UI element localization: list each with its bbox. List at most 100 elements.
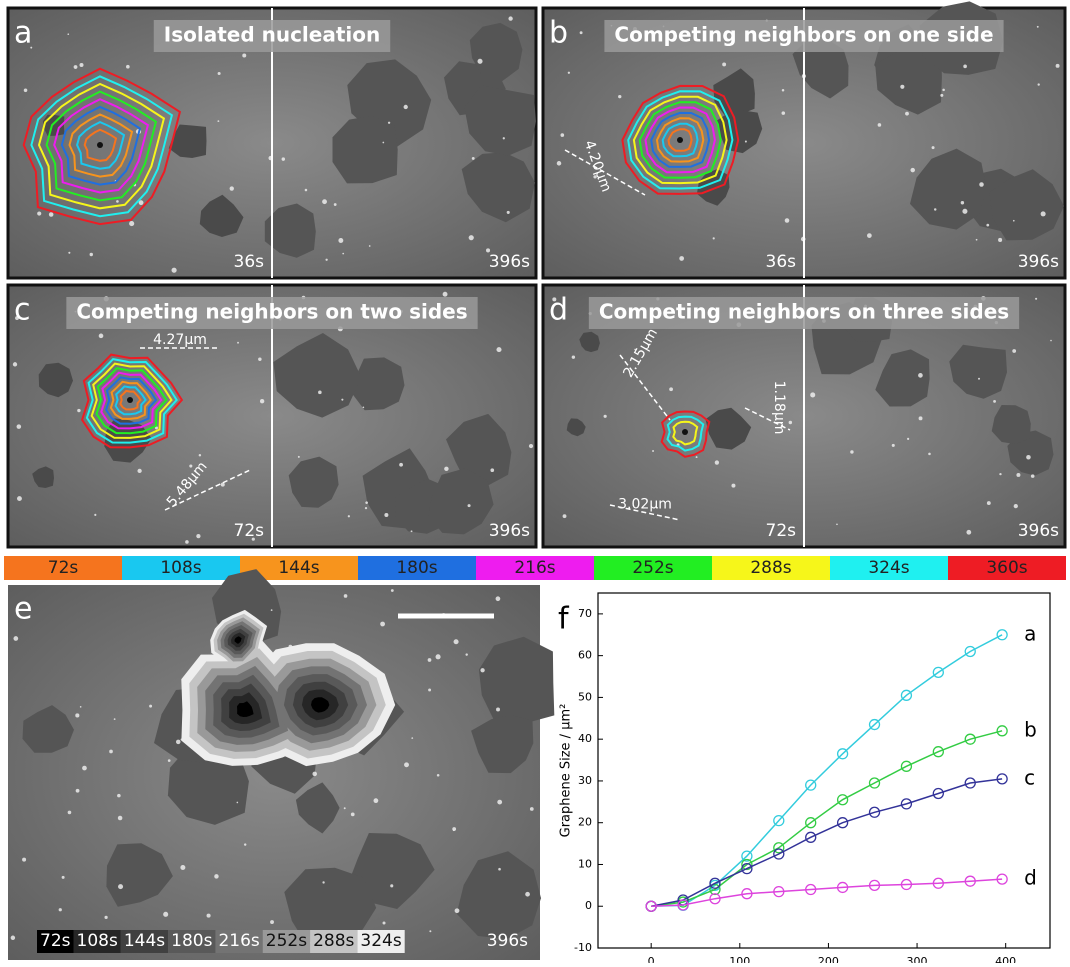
speck <box>351 812 355 816</box>
colorbar-label: 72s <box>48 558 79 578</box>
speck <box>242 54 246 58</box>
time-step: 72s <box>40 931 71 951</box>
speck <box>75 713 79 717</box>
speck <box>137 469 141 473</box>
y-axis-label: Graphene Size / μm² <box>559 704 574 838</box>
speck <box>604 415 607 418</box>
speck <box>11 936 15 940</box>
series-line <box>651 635 1002 906</box>
speck <box>932 146 935 149</box>
speck <box>411 530 413 532</box>
colorbar-label: 324s <box>868 558 909 578</box>
time-step: 252s <box>266 931 307 951</box>
speck <box>652 450 654 452</box>
speck <box>217 120 219 122</box>
speck <box>905 112 909 116</box>
measurement: 1.18μm <box>771 381 787 435</box>
y-tick-label: 30 <box>578 774 592 787</box>
speck <box>669 387 673 391</box>
speck <box>199 454 201 456</box>
speck <box>993 400 996 403</box>
speck <box>507 211 510 214</box>
speck <box>237 342 239 344</box>
series-label: b <box>1024 717 1037 741</box>
series-line <box>651 779 1002 906</box>
speck <box>963 65 967 69</box>
speck <box>77 409 80 412</box>
nucleus <box>97 142 103 148</box>
speck <box>17 496 22 501</box>
panel-letter: b <box>549 16 568 51</box>
speck <box>17 424 22 429</box>
speck <box>116 200 119 203</box>
series-label: c <box>1024 765 1035 789</box>
speck <box>557 161 562 166</box>
speck <box>529 444 533 448</box>
speck <box>465 653 467 655</box>
speck <box>207 914 211 918</box>
speck <box>572 355 575 358</box>
speck <box>37 212 41 216</box>
speck <box>363 407 365 409</box>
y-tick-label: 0 <box>585 899 592 912</box>
speck <box>59 908 62 911</box>
speck <box>477 59 482 64</box>
speck <box>221 483 225 487</box>
speck <box>560 133 564 137</box>
speck <box>429 930 431 932</box>
speck <box>472 157 475 160</box>
speck <box>428 658 432 662</box>
speck <box>878 123 882 127</box>
speck <box>117 794 121 798</box>
speck <box>1016 473 1020 477</box>
speck <box>62 876 65 879</box>
speck <box>530 807 534 811</box>
y-tick-label: 60 <box>578 649 592 662</box>
speck <box>961 201 964 204</box>
panel-letter: f <box>558 602 570 637</box>
speck <box>934 208 936 210</box>
speck <box>237 802 239 804</box>
speck <box>731 484 735 488</box>
speck <box>109 750 113 754</box>
speck <box>129 221 134 226</box>
speck <box>365 507 367 509</box>
speck <box>214 874 218 878</box>
speck <box>962 209 967 214</box>
colorbar-label: 180s <box>396 558 437 578</box>
x-tick-label: 200 <box>818 955 839 963</box>
speck <box>404 762 409 767</box>
speck <box>867 233 872 238</box>
speck <box>374 798 379 803</box>
speck <box>679 256 684 261</box>
time-label: 36s <box>234 252 265 272</box>
speck <box>341 399 343 401</box>
speck <box>74 65 78 69</box>
nucleus <box>677 137 683 143</box>
speck <box>1031 474 1035 478</box>
speck <box>384 513 388 517</box>
colorbar-label: 108s <box>160 558 201 578</box>
panel-title: Competing neighbors on one side <box>614 23 993 47</box>
speck <box>90 253 93 256</box>
y-tick-label: 70 <box>578 607 592 620</box>
speck <box>618 95 621 98</box>
speck <box>1013 220 1015 222</box>
speck <box>966 530 971 535</box>
speck <box>104 916 107 919</box>
x-tick-label: 100 <box>729 955 750 963</box>
panel-letter: d <box>549 293 568 328</box>
speck <box>411 737 413 739</box>
speck <box>942 89 945 92</box>
speck <box>810 392 815 397</box>
speck <box>390 884 393 887</box>
time-step: 324s <box>360 931 401 951</box>
y-tick-label: 20 <box>578 816 592 829</box>
speck <box>76 789 80 793</box>
series-label: a <box>1024 621 1036 645</box>
speck <box>1038 83 1040 85</box>
speck <box>118 884 123 889</box>
speck <box>782 111 786 115</box>
speck <box>1056 64 1060 68</box>
speck <box>498 868 501 871</box>
